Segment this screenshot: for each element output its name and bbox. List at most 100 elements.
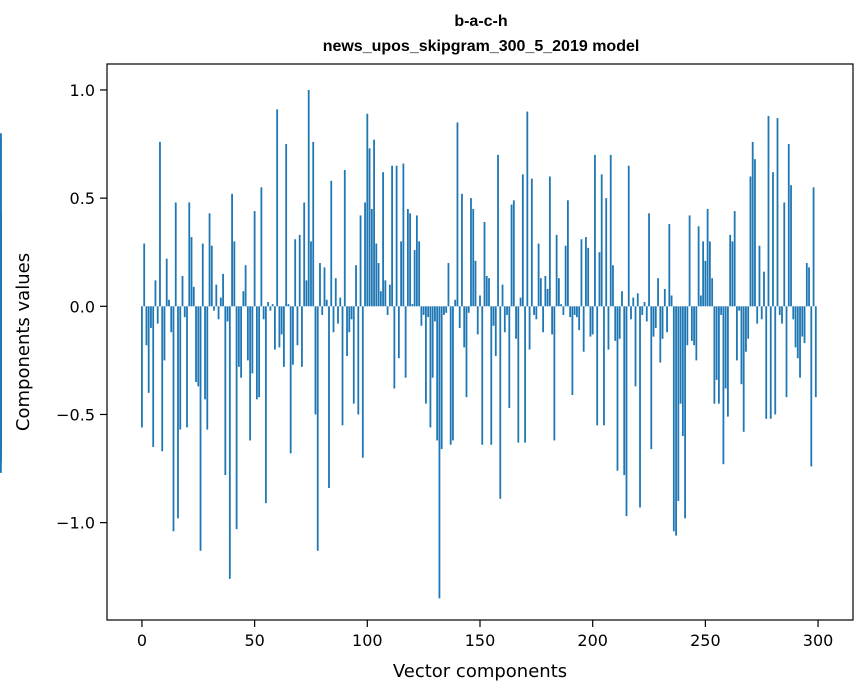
bar-122 [415, 215, 418, 307]
bar-129 [431, 306, 434, 378]
bar-38 [226, 306, 229, 322]
bar-143 [463, 306, 466, 348]
bar-136 [447, 263, 450, 307]
bar-43 [237, 306, 240, 367]
bar-54 [262, 306, 265, 320]
bar-190 [569, 306, 572, 318]
bar-165 [512, 200, 515, 307]
bar-73 [305, 280, 308, 307]
bar-12 [168, 299, 170, 307]
bar-220 [636, 293, 639, 307]
bar-103 [373, 139, 375, 307]
x-tick-label: 0 [137, 631, 147, 650]
bar-63 [283, 306, 285, 367]
bar-238 [677, 306, 680, 502]
bar-20 [186, 306, 188, 428]
bar-115 [400, 241, 403, 307]
bar-249 [702, 241, 705, 307]
bar-10 [163, 306, 166, 361]
bar-14 [172, 306, 175, 532]
y-axis-label: Components values [13, 253, 34, 431]
bar-37 [224, 306, 227, 476]
bar-195 [580, 239, 583, 307]
bar-64 [285, 144, 288, 307]
bar-178 [542, 306, 544, 333]
bar-208 [609, 154, 612, 307]
bar-27 [201, 243, 204, 307]
bar-252 [708, 241, 711, 307]
bar-215 [625, 306, 628, 517]
bar-9 [161, 306, 164, 452]
bar-185 [557, 278, 560, 307]
bar-5 [152, 306, 155, 447]
bar-202 [596, 306, 599, 426]
bar-193 [576, 306, 578, 318]
bar-219 [634, 306, 637, 387]
bar-65 [287, 304, 290, 307]
bar-279 [769, 306, 772, 419]
bar-99 [364, 202, 366, 307]
bar-28 [204, 306, 206, 400]
bar-89 [341, 306, 344, 426]
bar-42 [235, 306, 238, 530]
bar-126 [425, 306, 427, 404]
bar-97 [359, 215, 362, 307]
y-axis-ticks: −1.0 −0.5 0.0 0.5 1.0 [56, 81, 107, 533]
bar-177 [539, 278, 542, 307]
bar-119 [409, 213, 412, 307]
bar-46 [244, 265, 247, 307]
bar-180 [546, 289, 549, 307]
bar-105 [377, 263, 380, 307]
bar-145 [467, 306, 470, 313]
x-axis-label: Vector components [393, 661, 567, 682]
bar-109 [386, 306, 389, 315]
bar-undefined [0, 245, 2, 307]
bar-247 [697, 226, 700, 307]
bar-66 [289, 306, 292, 454]
bar-87 [337, 306, 339, 324]
bar-142 [461, 193, 463, 307]
bar-188 [564, 245, 567, 307]
bar-107 [382, 172, 384, 307]
bar-61 [278, 306, 281, 348]
bar-55 [264, 306, 267, 504]
bar-151 [481, 306, 484, 445]
bar-218 [632, 297, 635, 307]
bar-274 [758, 245, 761, 307]
bar-1 [143, 243, 146, 307]
bar-49 [251, 306, 254, 374]
x-axis-ticks: 0 50 100 150 200 250 300 [137, 620, 833, 650]
x-tick-label: 50 [244, 631, 264, 650]
bar-246 [695, 306, 698, 361]
bar-6 [154, 280, 157, 307]
bar-199 [589, 306, 592, 337]
bar-181 [548, 176, 551, 307]
bar-245 [693, 306, 696, 346]
bar-35 [219, 297, 222, 307]
bar-22 [190, 237, 193, 307]
bar-265 [738, 306, 741, 311]
bar-60 [276, 109, 279, 307]
bar-67 [292, 306, 294, 365]
bar-197 [585, 237, 587, 307]
bar-114 [397, 306, 400, 359]
bar-176 [537, 243, 540, 307]
bar-52 [258, 306, 261, 398]
bar-228 [654, 306, 657, 328]
bar-243 [688, 215, 691, 307]
bar-84 [330, 180, 333, 307]
bar-7 [156, 306, 159, 324]
bar-272 [754, 159, 756, 307]
bar-113 [395, 165, 398, 307]
bar-206 [605, 198, 608, 307]
bar-213 [621, 291, 623, 307]
bar-285 [783, 202, 786, 307]
bar-157 [494, 306, 497, 357]
bar-253 [711, 278, 714, 307]
bar-192 [573, 306, 576, 315]
bar-216 [627, 165, 630, 307]
bar-286 [785, 306, 788, 398]
bar-269 [747, 306, 750, 339]
bar-8 [159, 141, 161, 307]
bar-288 [790, 185, 792, 307]
